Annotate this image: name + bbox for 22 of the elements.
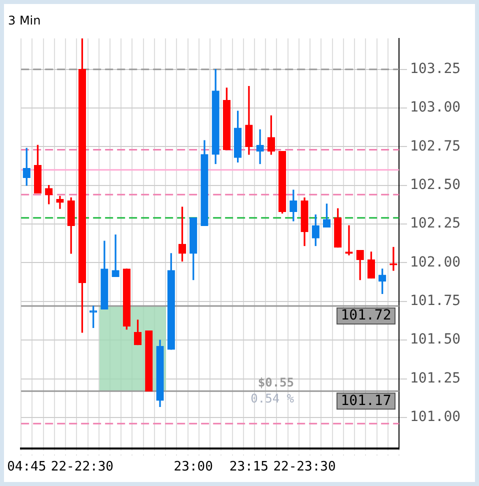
x-tick-label: 04:45 bbox=[7, 460, 46, 475]
y-tick-label: 103.25 bbox=[410, 60, 461, 77]
ref-line-label: 101.72 bbox=[340, 308, 392, 324]
y-tick-label: 102.75 bbox=[410, 138, 461, 154]
x-tick-label: 23:00 bbox=[174, 460, 213, 475]
y-tick-label: 103.00 bbox=[410, 100, 461, 116]
y-tick-label: 101.50 bbox=[410, 332, 461, 348]
y-tick-label: 101.25 bbox=[410, 370, 461, 386]
y-tick-label: 102.00 bbox=[410, 254, 461, 270]
y-tick-label: 102.50 bbox=[410, 177, 461, 194]
x-tick-label: 23:15 bbox=[229, 460, 269, 475]
annotation: 0.54 % bbox=[250, 391, 295, 406]
candlestick bbox=[112, 234, 120, 277]
y-tick-label: 102.25 bbox=[410, 216, 461, 232]
x-tick-label: 22-22:30 bbox=[50, 460, 114, 475]
y-tick-label: 101.00 bbox=[410, 409, 461, 426]
x-tick-label: 22-23:30 bbox=[273, 460, 336, 475]
candlestick bbox=[256, 129, 264, 164]
chart-title: 3 Min bbox=[8, 13, 41, 28]
ref-line-label: 101.17 bbox=[340, 392, 392, 409]
y-tick-label: 101.75 bbox=[410, 293, 461, 310]
annotation: $0.55 bbox=[258, 375, 294, 390]
